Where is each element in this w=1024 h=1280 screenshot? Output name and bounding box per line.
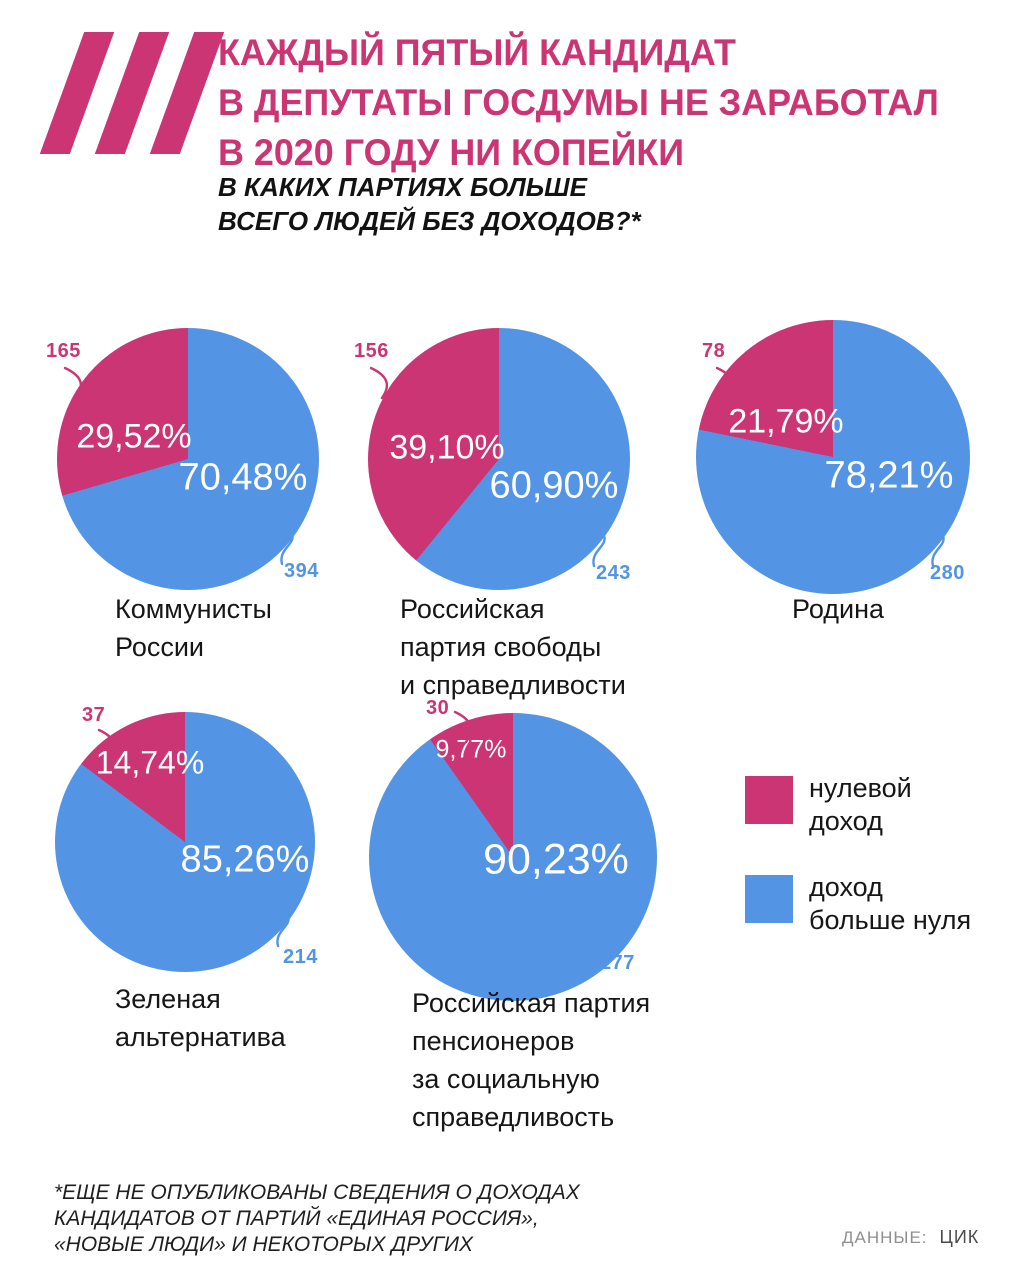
positive-income-percent-label: 60,90%	[489, 464, 619, 507]
positive-income-percent-label: 85,26%	[180, 838, 310, 881]
leader-line	[599, 920, 613, 954]
party-name-line: России	[115, 632, 205, 662]
pie-circle: 14,74% 85,26%	[55, 712, 315, 972]
legend-item-positive-income: доход больше нуля	[745, 872, 972, 937]
party-name-line: Зеленая	[115, 984, 221, 1014]
leader-line	[280, 532, 294, 566]
leader-line	[592, 534, 606, 568]
zero-income-percent-label: 29,52%	[76, 417, 192, 456]
title-line: В ДЕПУТАТЫ ГОСДУМЫ НЕ ЗАРАБОТАЛ	[218, 82, 939, 123]
leader-line	[453, 710, 473, 744]
page-title: КАЖДЫЙ ПЯТЫЙ КАНДИДАТ В ДЕПУТАТЫ ГОСДУМЫ…	[218, 28, 961, 178]
leader-line	[63, 366, 83, 400]
title-line: КАЖДЫЙ ПЯТЫЙ КАНДИДАТ	[218, 32, 736, 73]
party-name: Российская партия свободы и справедливос…	[400, 590, 626, 704]
legend-label-line: нулевой	[809, 773, 912, 803]
party-name-line: Российская партия	[412, 988, 651, 1018]
zero-income-count-label: 156	[354, 340, 389, 362]
zero-income-count-label: 37	[82, 704, 106, 726]
pie-chart-zelenaya-alternativa: 14,74% 85,26%	[55, 712, 315, 972]
data-source: ДАННЫЕ: ЦИК	[842, 1227, 979, 1248]
party-name: Зеленая альтернатива	[115, 980, 286, 1056]
pie-chart-kommunisty-rossii: 29,52% 70,48%	[57, 328, 319, 590]
party-name: Российская партия пенсионеров за социаль…	[412, 984, 650, 1136]
footnote-line: *ЕЩЕ НЕ ОПУБЛИКОВАНЫ СВЕДЕНИЯ О ДОХОДАХ	[54, 1181, 580, 1204]
leader-line	[97, 728, 117, 762]
legend-label-line: доход	[809, 806, 883, 836]
party-name-line: пенсионеров	[412, 1026, 575, 1056]
party-name: Коммунисты России	[115, 590, 272, 666]
footnote: *ЕЩЕ НЕ ОПУБЛИКОВАНЫ СВЕДЕНИЯ О ДОХОДАХ …	[54, 1180, 580, 1258]
legend-label-line: доход	[809, 872, 883, 902]
positive-income-percent-label: 90,23%	[483, 835, 629, 884]
positive-income-count-label: 280	[930, 562, 965, 584]
leader-line	[715, 366, 735, 400]
zero-income-percent-label: 39,10%	[389, 428, 505, 467]
party-name-line: альтернатива	[115, 1022, 286, 1052]
party-name-line: Российская	[400, 594, 545, 624]
party-name-line: справедливость	[412, 1102, 615, 1132]
leader-line	[276, 914, 290, 948]
title-line: В 2020 ГОДУ НИ КОПЕЙКИ	[218, 132, 685, 173]
pie-chart-partiya-pensionerov: 9,77% 90,23%	[369, 713, 657, 1001]
legend: нулевой доход доход больше нуля	[745, 773, 972, 937]
zero-income-count-label: 165	[46, 340, 81, 362]
subtitle-line: ВСЕГО ЛЮДЕЙ БЕЗ ДОХОДОВ?*	[218, 206, 641, 236]
zero-income-percent-label: 21,79%	[728, 402, 844, 441]
legend-swatch-positive-income-icon	[745, 875, 793, 923]
footnote-line: КАНДИДАТОВ ОТ ПАРТИЙ «ЕДИНАЯ РОССИЯ»,	[54, 1207, 539, 1230]
party-name-line: за социальную	[412, 1064, 600, 1094]
leader-line	[931, 534, 945, 568]
zero-income-count-label: 30	[426, 697, 450, 719]
pie-circle: 21,79% 78,21%	[696, 320, 970, 594]
party-name-line: партия свободы	[400, 632, 602, 662]
party-name-line: Коммунисты	[115, 594, 272, 624]
source-value: ЦИК	[939, 1227, 980, 1247]
party-name-line: и справедливости	[400, 670, 626, 700]
source-label: ДАННЫЕ:	[842, 1228, 928, 1247]
positive-income-percent-label: 78,21%	[824, 454, 954, 497]
subtitle-line: В КАКИХ ПАРТИЯХ БОЛЬШЕ	[218, 172, 587, 202]
positive-income-count-label: 277	[600, 952, 635, 974]
pie-circle: 29,52% 70,48%	[57, 328, 319, 590]
pie-chart-rodina: 21,79% 78,21%	[696, 320, 970, 594]
positive-income-count-label: 214	[283, 946, 318, 968]
pie-circle: 9,77% 90,23%	[369, 713, 657, 1001]
pie-circle: 39,10% 60,90%	[368, 328, 630, 590]
zero-income-count-label: 78	[702, 340, 726, 362]
legend-item-zero-income: нулевой доход	[745, 773, 971, 838]
legend-label-line: больше нуля	[809, 905, 972, 935]
brand-logo-icon	[39, 32, 225, 154]
party-name: Родина	[792, 590, 884, 628]
page-subtitle: В КАКИХ ПАРТИЯХ БОЛЬШЕ ВСЕГО ЛЮДЕЙ БЕЗ Д…	[218, 170, 641, 238]
party-name-line: Родина	[792, 594, 885, 624]
footnote-line: «НОВЫЕ ЛЮДИ» И НЕКОТОРЫХ ДРУГИХ	[54, 1233, 474, 1256]
legend-swatch-zero-income-icon	[745, 776, 793, 824]
positive-income-percent-label: 70,48%	[178, 456, 308, 499]
positive-income-count-label: 243	[596, 562, 631, 584]
leader-line	[369, 366, 389, 400]
zero-income-percent-label: 9,77%	[435, 735, 507, 764]
positive-income-count-label: 394	[284, 560, 319, 582]
pie-chart-partiya-svobody: 39,10% 60,90%	[368, 328, 630, 590]
